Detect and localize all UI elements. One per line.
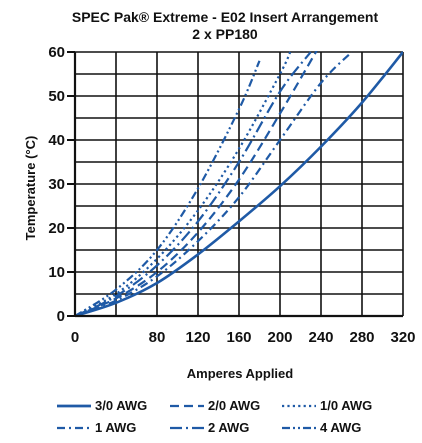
chart-title: SPEC Pak® Extreme - E02 Insert Arrangeme… [72, 9, 379, 25]
x-tick-label: 80 [149, 329, 166, 346]
x-axis-label: Amperes Applied [187, 366, 293, 381]
legend-label: 2/0 AWG [208, 398, 260, 413]
series-line-1-awg [75, 51, 353, 317]
series-line-4-awg [75, 60, 261, 317]
y-tick-label: 30 [48, 176, 65, 193]
x-tick-label: 320 [390, 329, 415, 346]
x-tick-label: 280 [349, 329, 374, 346]
tick-labels: 0 10 20 30 40 50 60 0 80 120 160 200 240 280 320 [48, 44, 415, 346]
series-lines [75, 51, 403, 317]
y-tick-label: 50 [48, 88, 65, 105]
x-tick-label: 0 [71, 329, 79, 346]
y-tick-label: 40 [48, 132, 65, 149]
y-axis-label: Temperature (°C) [23, 136, 38, 241]
x-tick-label: 160 [226, 329, 251, 346]
y-tick-label: 20 [48, 220, 65, 237]
legend: 3/0 AWG 2/0 AWG 1/0 AWG 1 AWG 2 AWG 4 AWG [57, 398, 372, 435]
y-tick-label: 10 [48, 264, 65, 281]
series-line-2-0-awg [75, 51, 318, 317]
series-line-1-0-awg [75, 51, 292, 317]
x-tick-label: 200 [267, 329, 292, 346]
legend-label: 1/0 AWG [320, 398, 372, 413]
chart-subtitle: 2 x PP180 [192, 26, 258, 42]
y-tick-label: 0 [57, 308, 65, 325]
legend-label: 2 AWG [208, 420, 249, 435]
y-tick-label: 60 [48, 44, 65, 61]
legend-label: 3/0 AWG [95, 398, 147, 413]
series-line-2-awg [75, 51, 312, 317]
grid-lines [74, 51, 404, 317]
legend-label: 1 AWG [95, 420, 136, 435]
series-line-3-0-awg [75, 51, 403, 317]
legend-label: 4 AWG [320, 420, 361, 435]
x-tick-label: 240 [308, 329, 333, 346]
x-tick-label: 120 [185, 329, 210, 346]
